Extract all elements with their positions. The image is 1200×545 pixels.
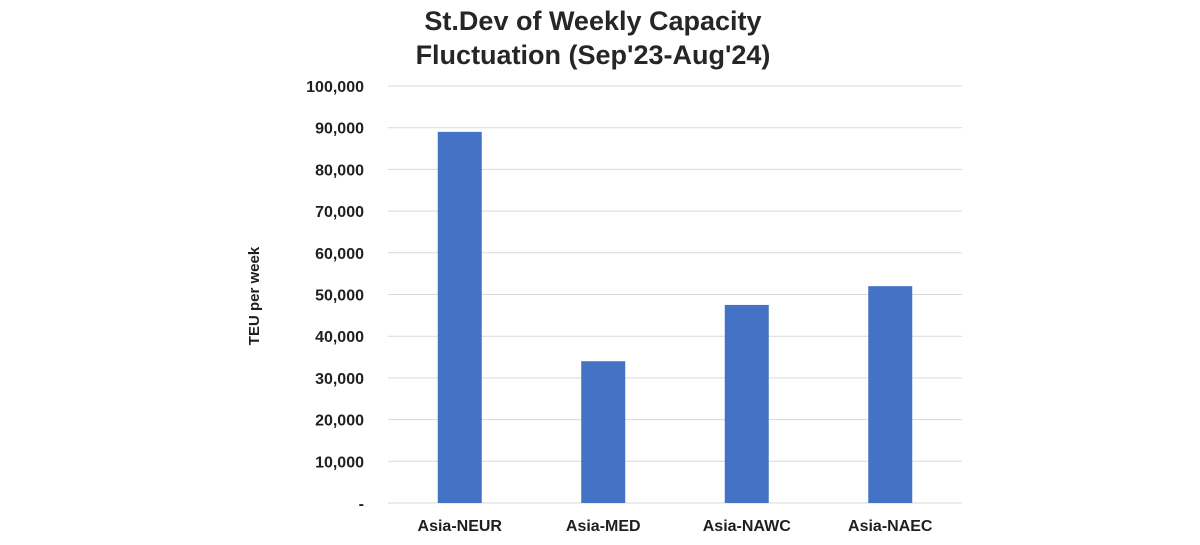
bar-asia-med	[581, 361, 626, 503]
x-category-label: Asia-NEUR	[418, 518, 503, 535]
y-tick-label: 60,000	[315, 246, 364, 263]
y-axis-label: TEU per week	[246, 246, 263, 345]
x-category-label: Asia-MED	[566, 518, 641, 535]
bar-asia-naec	[868, 286, 913, 503]
x-category-label: Asia-NAWC	[703, 518, 791, 535]
y-tick-label: 30,000	[315, 371, 364, 388]
gridlines	[388, 85, 962, 504]
bar-asia-nawc	[724, 304, 769, 503]
bar-asia-neur	[437, 131, 482, 503]
y-tick-label: -	[359, 496, 364, 513]
y-tick-label: 50,000	[315, 288, 364, 305]
chart-title-line-2: Fluctuation (Sep'23-Aug'24)	[416, 40, 771, 70]
y-tick-label: 70,000	[315, 204, 364, 221]
bars	[437, 131, 913, 503]
chart-title-line-1: St.Dev of Weekly Capacity	[424, 6, 761, 36]
y-tick-label: 80,000	[315, 162, 364, 179]
y-tick-label: 10,000	[315, 454, 364, 471]
y-tick-label: 90,000	[315, 121, 364, 138]
y-tick-label: 20,000	[315, 413, 364, 430]
y-tick-label: 100,000	[306, 79, 364, 96]
y-tick-label: 40,000	[315, 329, 364, 346]
x-axis-categories: Asia-NEUR Asia-MED Asia-NAWC Asia-NAEC	[418, 518, 933, 535]
x-category-label: Asia-NAEC	[848, 518, 933, 535]
y-axis-ticks: - 10,000 20,000 30,000 40,000 50,000 60,000 70,…	[306, 79, 364, 513]
